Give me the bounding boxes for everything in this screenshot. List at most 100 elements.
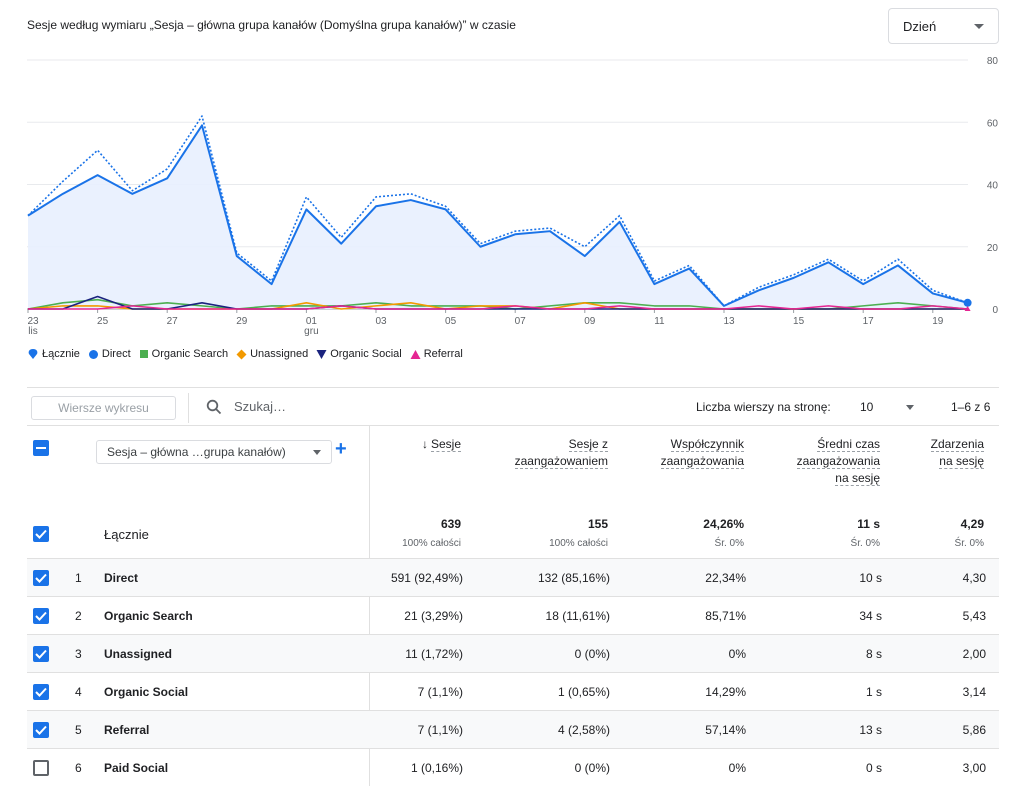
cell-engaged: 0 (0%) [574,647,610,661]
row-checkbox[interactable] [33,684,49,700]
cell-engaged: 4 (2,58%) [557,723,610,737]
row-checkbox[interactable] [33,760,49,776]
cell-avg: 8 s [865,647,882,661]
cell-events: 5,86 [962,723,986,737]
legend-item-unassigned[interactable]: Unassigned [236,348,308,360]
table-row[interactable]: 4 Organic Social 7 (1,1%) 1 (0,65%) 14,2… [27,672,999,710]
pin-icon [28,349,38,359]
rows-per-page-value: 10 [860,400,874,414]
series-line-direct [27,124,968,307]
legend-item-referral[interactable]: Referral [410,348,463,360]
row-index: 1 [75,571,82,585]
square-icon [139,350,148,358]
row-checkbox[interactable] [33,570,49,586]
cell-events: 3,00 [962,761,986,775]
cell-rate: 22,34% [705,571,746,585]
x-tick-label: 03 [375,316,387,327]
search-input[interactable] [232,398,372,415]
table-row[interactable]: 6 Paid Social 1 (0,16%) 0 (0%) 0% 0 s 3,… [27,748,999,786]
cell-sessions: 7 (1,1%) [417,723,463,737]
search-icon [206,399,222,414]
dimension-select[interactable]: Sesja – główna …grupa kanałów) [96,440,332,464]
row-index: 4 [75,685,82,699]
x-tick-label: 05 [445,316,457,327]
granularity-select[interactable]: Dzień [888,8,999,44]
table-row[interactable]: 2 Organic Search 21 (3,29%) 18 (11,61%) … [27,596,999,634]
divider [27,387,999,388]
check-icon [35,687,47,697]
totals-checkbox[interactable] [33,526,49,542]
cell-avg: 0 s [865,761,882,775]
y-tick-label: 0 [992,305,998,316]
chart-rows-button[interactable]: Wiersze wykresu [31,396,176,420]
x-tick-sublabel: lis [28,326,37,337]
row-index: 6 [75,761,82,775]
legend-item-organic-search[interactable]: Organic Search [139,348,228,360]
rows-per-page-label: Liczba wierszy na stronę: [696,400,831,414]
cell-rate: 85,71% [705,609,746,623]
table-row[interactable]: 1 Direct 591 (92,49%) 132 (85,16%) 22,34… [27,558,999,596]
table-row[interactable]: 3 Unassigned 11 (1,72%) 0 (0%) 0% 8 s 2,… [27,634,999,672]
search-box[interactable] [206,398,372,415]
legend-item-direct[interactable]: Direct [88,348,131,360]
legend-label: Łącznie [42,348,80,360]
check-icon [35,725,47,735]
chevron-down-icon [906,404,914,410]
cell-events: 4,30 [962,571,986,585]
table-row[interactable]: 5 Referral 7 (1,1%) 4 (2,58%) 57,14% 13 … [27,710,999,748]
cell-rate: 57,14% [705,723,746,737]
referral-end-marker [964,306,971,311]
totals-label: Łącznie [104,527,149,542]
column-header-engaged-sessions[interactable]: Sesje z zaangażowaniem [514,437,608,469]
triangle-down-icon [316,349,327,359]
totals-sessions: 639 [440,517,461,531]
totals-events-sub: Śr. 0% [954,538,984,549]
x-tick-label: 19 [932,316,944,327]
divider [27,425,999,426]
row-channel: Organic Social [104,685,189,699]
cell-engaged: 0 (0%) [574,761,610,775]
cell-avg: 13 s [859,723,882,737]
x-tick-label: 07 [515,316,527,327]
column-divider [369,426,370,786]
row-channel: Referral [104,723,150,737]
row-channel: Organic Search [104,609,193,623]
row-channel: Paid Social [104,761,169,775]
minus-icon [36,447,46,449]
legend-item-total[interactable]: Łącznie [27,348,80,360]
x-tick-label: 15 [793,316,805,327]
totals-avg-sub: Śr. 0% [850,538,880,549]
chart-title: Sesje według wymiaru „Sesja – główna gru… [27,18,516,32]
x-tick-label: 09 [584,316,596,327]
legend-label: Referral [423,348,463,360]
series-end-marker [963,298,972,307]
y-tick-label: 20 [987,243,999,254]
column-header-engagement-rate[interactable]: Współczynnik zaangażowania [660,437,744,469]
chevron-down-icon [313,449,321,455]
column-header-events-per-session[interactable]: Zdarzenia na sesję [930,437,984,469]
totals-rate-sub: Śr. 0% [714,538,744,549]
column-header-sessions[interactable]: ↓ Sesje [421,437,461,452]
row-channel: Direct [104,571,139,585]
column-header-avg-engagement[interactable]: Średni czas zaangażowania na sesję [796,437,880,486]
select-all-checkbox[interactable] [33,440,49,456]
check-icon [35,611,47,621]
y-tick-label: 60 [987,118,999,129]
add-dimension-button[interactable]: + [335,438,347,460]
series-line-organic-social [28,295,968,310]
row-index: 3 [75,647,82,661]
cell-avg: 10 s [859,571,882,585]
row-checkbox[interactable] [33,646,49,662]
cell-engaged: 1 (0,65%) [557,685,610,699]
row-channel: Unassigned [104,647,173,661]
rows-per-page-select[interactable]: 10 [860,398,914,416]
x-tick-sublabel: gru [304,326,318,337]
cell-events: 5,43 [962,609,986,623]
x-tick-label: 01 [306,316,318,327]
legend-label: Organic Social [330,348,402,360]
x-tick-label: 27 [167,316,179,327]
row-checkbox[interactable] [33,608,49,624]
totals-rate: 24,26% [703,517,744,531]
row-checkbox[interactable] [33,722,49,738]
legend-item-organic-social[interactable]: Organic Social [316,348,402,360]
